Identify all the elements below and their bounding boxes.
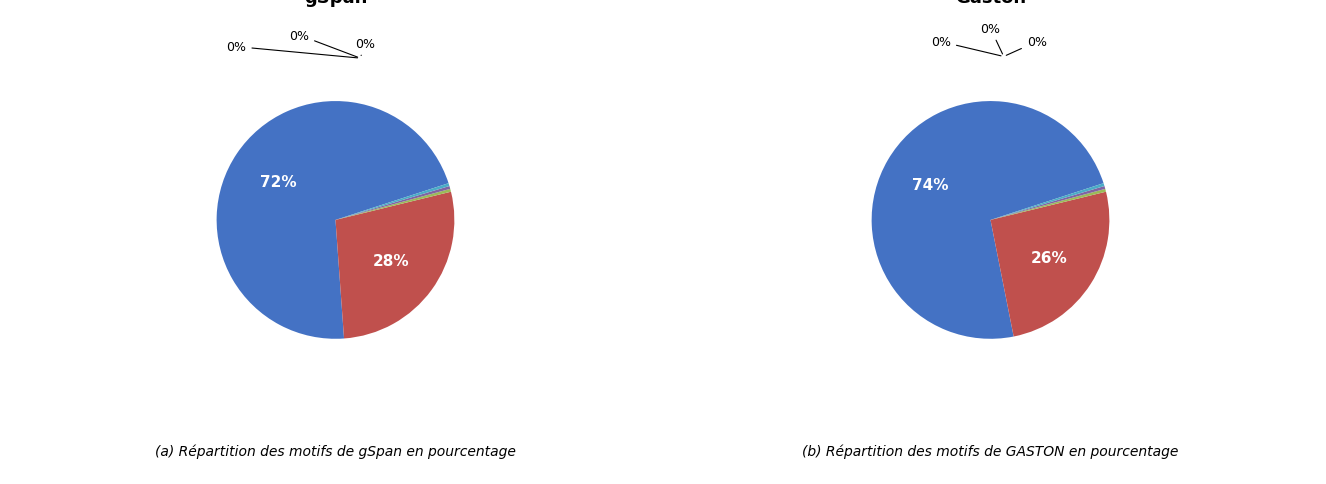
Title: Gaston: Gaston xyxy=(955,0,1026,7)
Text: 72%: 72% xyxy=(260,174,296,189)
Wedge shape xyxy=(871,102,1103,339)
Title: gSpan: gSpan xyxy=(304,0,367,7)
Text: 0%: 0% xyxy=(1006,36,1046,56)
Wedge shape xyxy=(991,192,1110,337)
Text: (a) Répartition des motifs de gSpan en pourcentage: (a) Répartition des motifs de gSpan en p… xyxy=(155,443,516,458)
Wedge shape xyxy=(991,189,1106,221)
Text: 0%: 0% xyxy=(931,36,1001,57)
Wedge shape xyxy=(335,192,455,339)
Wedge shape xyxy=(216,102,448,339)
Wedge shape xyxy=(991,184,1105,221)
Text: 26%: 26% xyxy=(1030,250,1067,265)
Text: 0%: 0% xyxy=(227,41,358,59)
Text: 0%: 0% xyxy=(980,23,1002,55)
Text: (b) Répartition des motifs de GASTON en pourcentage: (b) Répartition des motifs de GASTON en … xyxy=(802,443,1179,458)
Wedge shape xyxy=(991,187,1106,221)
Wedge shape xyxy=(335,189,451,221)
Wedge shape xyxy=(335,187,451,221)
Wedge shape xyxy=(335,184,450,221)
Text: 0%: 0% xyxy=(289,30,358,58)
Text: 0%: 0% xyxy=(355,38,375,56)
Text: 28%: 28% xyxy=(373,254,410,269)
Text: 74%: 74% xyxy=(912,178,949,193)
